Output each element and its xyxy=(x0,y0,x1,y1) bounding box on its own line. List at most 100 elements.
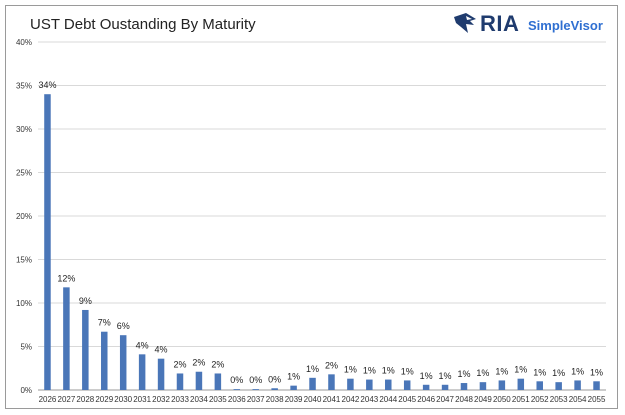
x-tick-label: 2049 xyxy=(474,395,492,404)
x-axis-ticks: 2026 2027 2028 2029 2030 2031 2032 2033 2034 2035… xyxy=(39,395,606,404)
bars xyxy=(44,94,600,390)
x-tick-label: 2026 xyxy=(39,395,57,404)
chart-title: UST Debt Oustanding By Maturity xyxy=(30,16,256,33)
x-tick-label: 2052 xyxy=(531,395,549,404)
x-tick-label: 2054 xyxy=(569,395,587,404)
data-label-2034: 2% xyxy=(192,358,205,368)
data-label-2031: 4% xyxy=(136,340,149,350)
hawk-head-icon xyxy=(454,13,476,33)
data-label-2051: 1% xyxy=(514,365,527,375)
data-label-2028: 9% xyxy=(79,296,92,306)
x-tick-label: 2030 xyxy=(114,395,132,404)
data-label-2049: 1% xyxy=(476,368,489,378)
data-label-2043: 1% xyxy=(363,366,376,376)
data-label-2050: 1% xyxy=(495,366,508,376)
bar-2041 xyxy=(328,374,335,390)
x-tick-label: 2046 xyxy=(417,395,435,404)
bar-2035 xyxy=(214,373,222,390)
bar-2047 xyxy=(441,384,449,390)
x-tick-label: 2027 xyxy=(58,395,76,404)
bar-2040 xyxy=(309,377,316,390)
bar-2044 xyxy=(385,379,392,390)
bar-2049 xyxy=(479,382,487,390)
x-tick-label: 2040 xyxy=(304,395,322,404)
data-label-2040: 1% xyxy=(306,364,319,374)
x-tick-label: 2053 xyxy=(550,395,568,404)
x-tick-label: 2032 xyxy=(152,395,170,404)
y-tick-label: 40% xyxy=(16,38,32,47)
x-tick-label: 2035 xyxy=(209,395,227,404)
data-label-2027: 12% xyxy=(57,273,75,283)
bar-2055 xyxy=(593,381,600,390)
y-tick-label: 35% xyxy=(16,82,32,91)
bar-2053 xyxy=(555,382,562,390)
x-tick-label: 2036 xyxy=(228,395,246,404)
data-label-2045: 1% xyxy=(401,366,414,376)
bar-2036 xyxy=(233,389,241,390)
bar-2039 xyxy=(290,385,297,390)
data-label-2048: 1% xyxy=(457,369,470,379)
bar-2030 xyxy=(119,335,127,390)
x-tick-label: 2051 xyxy=(512,395,530,404)
x-tick-label: 2034 xyxy=(190,395,208,404)
y-tick-label: 5% xyxy=(20,343,32,352)
bar-2029 xyxy=(101,331,108,390)
bar-2052 xyxy=(536,381,543,390)
bar-2028 xyxy=(82,309,89,390)
data-label-2044: 1% xyxy=(382,366,395,376)
x-tick-label: 2038 xyxy=(266,395,284,404)
y-tick-label: 15% xyxy=(16,256,32,265)
data-label-2037: 0% xyxy=(249,375,262,385)
x-tick-label: 2031 xyxy=(133,395,151,404)
y-tick-label: 20% xyxy=(16,212,32,221)
brand-name: RIA xyxy=(480,11,520,36)
data-label-2038: 0% xyxy=(268,374,281,384)
data-label-2026: 34% xyxy=(38,80,56,90)
bar-2034 xyxy=(195,371,203,390)
x-tick-label: 2029 xyxy=(95,395,113,404)
bar-2027 xyxy=(63,287,70,390)
x-tick-label: 2028 xyxy=(76,395,94,404)
x-tick-label: 2047 xyxy=(436,395,454,404)
x-tick-label: 2044 xyxy=(379,395,397,404)
data-label-2042: 1% xyxy=(344,365,357,375)
brand-logo: RIA SimpleVisor xyxy=(450,10,610,38)
bar-2042 xyxy=(347,378,354,390)
x-tick-label: 2042 xyxy=(342,395,360,404)
bar-2026 xyxy=(44,94,51,390)
data-label-2041: 2% xyxy=(325,360,338,370)
gridlines xyxy=(38,41,606,391)
y-tick-label: 25% xyxy=(16,169,32,178)
x-tick-label: 2050 xyxy=(493,395,511,404)
bar-2037 xyxy=(252,389,259,390)
x-tick-label: 2043 xyxy=(360,395,378,404)
data-label-2035: 2% xyxy=(211,359,224,369)
data-label-2053: 1% xyxy=(552,368,565,378)
x-tick-label: 2037 xyxy=(247,395,265,404)
data-labels: 34% 12% 9% 7% 6% 4% 4% 2% 2% 2% 0% 0% 0% 1% 1% 2% 1% 1% 1%… xyxy=(38,80,603,385)
data-label-2039: 1% xyxy=(287,372,300,382)
y-axis-ticks: 0% 5% 10% 15% 20% 25% 30% 35% 40% xyxy=(16,38,32,395)
x-tick-label: 2039 xyxy=(285,395,303,404)
product-name: SimpleVisor xyxy=(528,18,603,33)
x-tick-label: 2055 xyxy=(588,395,606,404)
bar-2045 xyxy=(403,380,411,390)
bar-2054 xyxy=(574,380,581,390)
data-label-2055: 1% xyxy=(590,367,603,377)
data-label-2033: 2% xyxy=(173,359,186,369)
data-label-2029: 7% xyxy=(98,318,111,328)
bar-2050 xyxy=(498,380,506,390)
bar-2048 xyxy=(460,383,468,390)
y-tick-label: 0% xyxy=(20,386,32,395)
y-tick-label: 10% xyxy=(16,299,32,308)
x-tick-label: 2041 xyxy=(323,395,341,404)
data-label-2047: 1% xyxy=(439,371,452,381)
bar-2046 xyxy=(422,384,430,390)
bar-2031 xyxy=(138,354,146,390)
x-tick-label: 2048 xyxy=(455,395,473,404)
x-tick-label: 2045 xyxy=(398,395,416,404)
bar-2032 xyxy=(157,358,165,390)
bar-2043 xyxy=(366,379,373,390)
bar-2051 xyxy=(517,378,525,390)
